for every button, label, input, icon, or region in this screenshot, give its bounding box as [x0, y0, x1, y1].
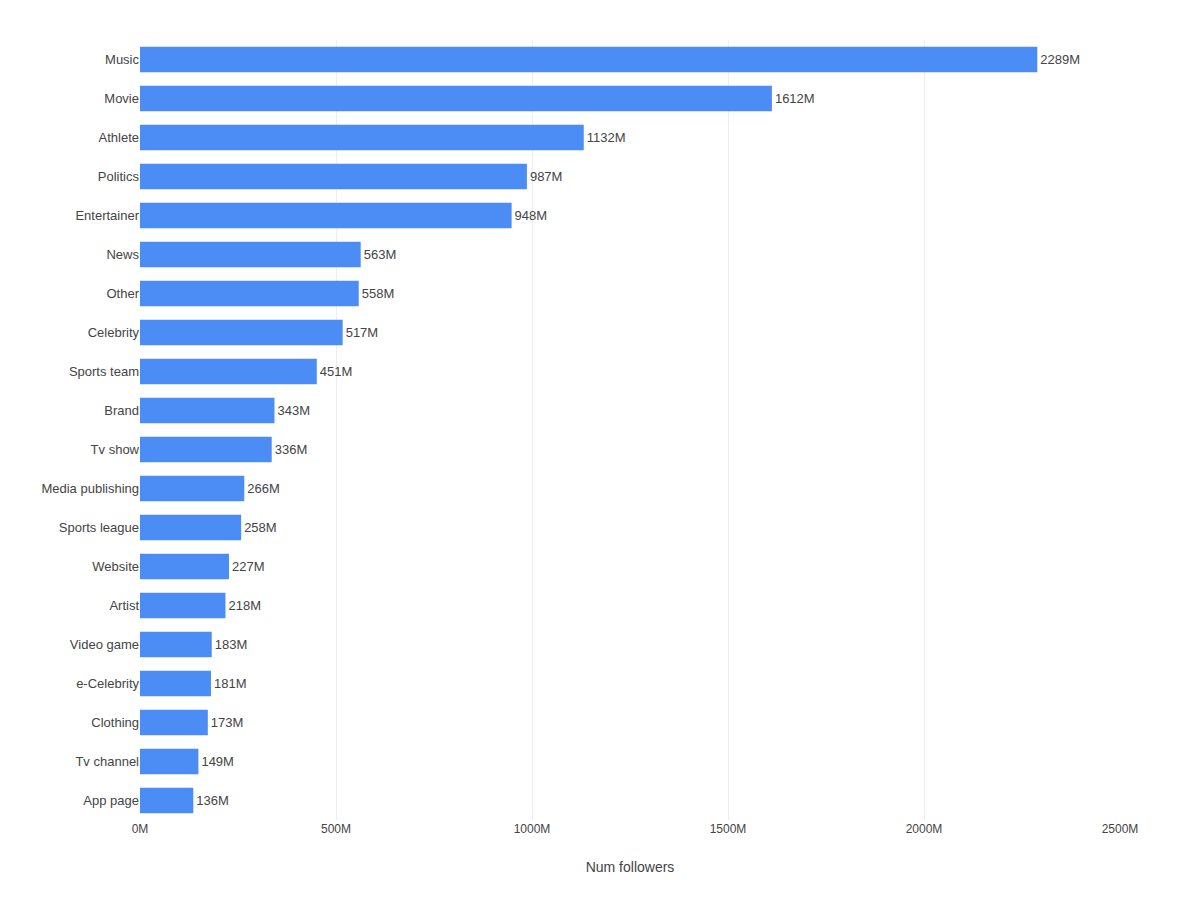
svg-text:227M: 227M	[232, 559, 265, 574]
svg-text:Tv show: Tv show	[91, 442, 140, 457]
svg-text:987M: 987M	[530, 169, 563, 184]
svg-text:2289M: 2289M	[1040, 52, 1080, 67]
svg-text:136M: 136M	[196, 793, 229, 808]
svg-text:Celebrity: Celebrity	[88, 325, 140, 340]
svg-text:1132M: 1132M	[587, 130, 626, 145]
svg-text:Clothing: Clothing	[91, 715, 139, 730]
svg-text:517M: 517M	[346, 325, 379, 340]
svg-text:Video game: Video game	[70, 637, 139, 652]
svg-text:Num followers: Num followers	[586, 859, 675, 875]
svg-text:500M: 500M	[321, 822, 351, 836]
svg-text:2000M: 2000M	[906, 822, 943, 836]
svg-text:558M: 558M	[362, 286, 395, 301]
svg-text:173M: 173M	[211, 715, 244, 730]
svg-text:Website: Website	[92, 559, 139, 574]
svg-text:Sports team: Sports team	[69, 364, 139, 379]
svg-text:1612M: 1612M	[775, 91, 815, 106]
svg-text:1500M: 1500M	[710, 822, 747, 836]
svg-text:336M: 336M	[275, 442, 308, 457]
svg-text:Sports league: Sports league	[59, 520, 139, 535]
svg-text:343M: 343M	[277, 403, 310, 418]
svg-text:948M: 948M	[515, 208, 548, 223]
svg-text:News: News	[106, 247, 139, 262]
svg-text:Politics: Politics	[98, 169, 140, 184]
svg-text:183M: 183M	[215, 637, 248, 652]
svg-text:258M: 258M	[244, 520, 277, 535]
svg-text:Tv channel: Tv channel	[75, 754, 139, 769]
svg-text:2500M: 2500M	[1102, 822, 1139, 836]
svg-text:e-Celebrity: e-Celebrity	[76, 676, 139, 691]
svg-text:Music: Music	[105, 52, 139, 67]
svg-text:App page: App page	[83, 793, 139, 808]
svg-text:Media publishing: Media publishing	[41, 481, 139, 496]
svg-text:0M: 0M	[132, 822, 149, 836]
svg-text:Movie: Movie	[104, 91, 139, 106]
svg-text:266M: 266M	[247, 481, 280, 496]
svg-text:149M: 149M	[201, 754, 234, 769]
svg-text:Other: Other	[106, 286, 139, 301]
svg-text:563M: 563M	[364, 247, 397, 262]
svg-text:218M: 218M	[228, 598, 261, 613]
svg-text:181M: 181M	[214, 676, 247, 691]
svg-text:Entertainer: Entertainer	[75, 208, 139, 223]
svg-text:Athlete: Athlete	[99, 130, 139, 145]
svg-text:451M: 451M	[320, 364, 353, 379]
svg-text:1000M: 1000M	[514, 822, 551, 836]
svg-text:Brand: Brand	[104, 403, 139, 418]
svg-text:Artist: Artist	[109, 598, 139, 613]
